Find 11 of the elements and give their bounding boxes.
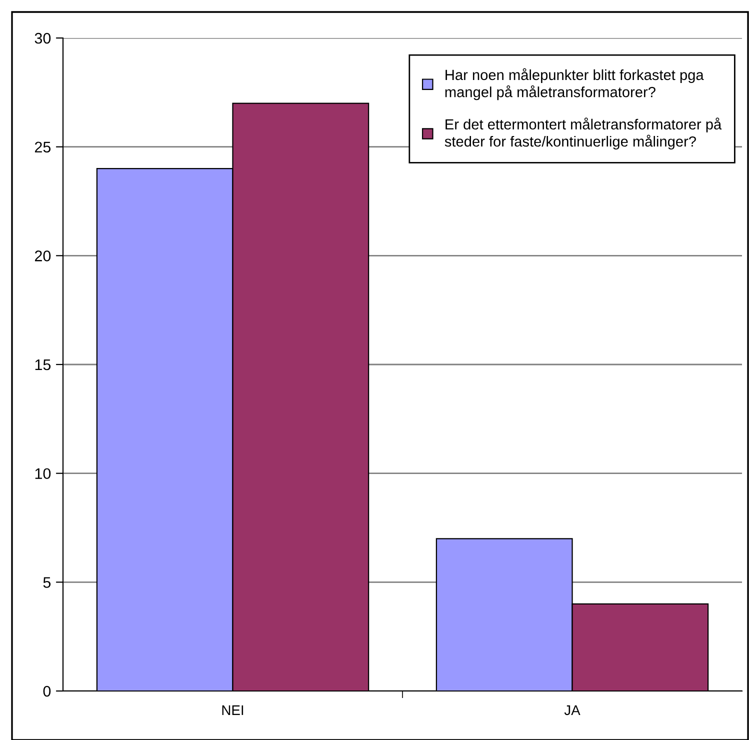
- legend-label: Er det ettermontert måletransformatorer på steder for faste/kontinuerlige målinger?: [444, 118, 722, 150]
- y-tick-label: 5: [43, 577, 51, 588]
- legend-label: Har noen målepunkter blitt forkastet pga mangel på måletransformatorer?: [445, 68, 704, 100]
- y-tick-label: 20: [34, 250, 51, 262]
- x-tick-label: JA: [564, 705, 580, 716]
- y-tick-label: 15: [35, 360, 51, 370]
- y-tick-label: 30: [34, 32, 51, 44]
- y-tick-label: 10: [35, 468, 51, 480]
- y-tick-label: 25: [34, 142, 51, 153]
- y-tick-label: 0: [43, 686, 51, 697]
- x-tick-label: NEI: [222, 705, 244, 715]
